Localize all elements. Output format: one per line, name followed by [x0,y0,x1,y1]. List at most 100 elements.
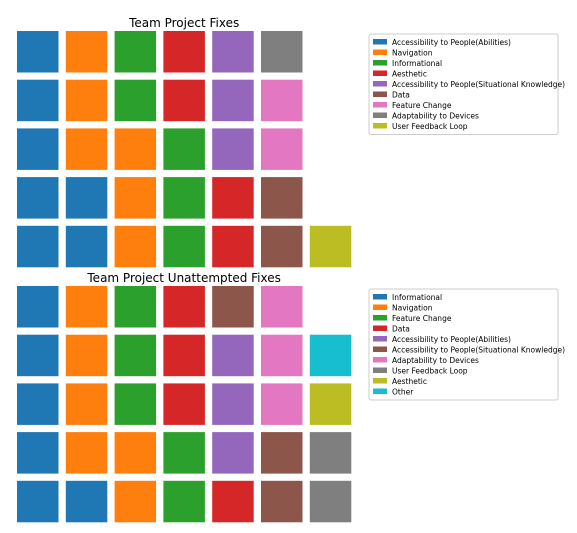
waffle-cell [17,79,59,122]
waffle-cell [114,31,157,73]
waffle-cell [261,286,303,328]
waffle-cell [65,31,108,73]
waffle-cell [261,79,303,122]
waffle-cell [114,128,157,170]
legend-label: Accessibility to People(Abilities) [392,335,511,344]
waffle-cell [261,432,303,474]
waffle-cell [17,177,59,219]
waffle-cell [65,177,108,219]
waffle-cell [114,79,157,122]
waffle-cell [114,383,157,425]
legend-frame [368,33,559,135]
waffle-chart-2: Team Project Unattempted Fixes Informatio… [17,271,565,523]
waffle-cell [212,383,254,425]
waffle-cell [65,225,108,268]
waffle-cell [17,128,59,170]
legend-swatch [373,294,387,300]
waffle-cell [163,383,205,425]
waffle-cell [17,225,59,268]
chart-title: Team Project Unattempted Fixes [86,271,281,285]
waffle-cell [114,286,157,328]
legend-swatch [373,378,387,384]
legend-label: Informational [392,59,442,68]
legend-label: Navigation [392,49,433,58]
legend-swatch [373,336,387,342]
legend-swatch [373,81,387,87]
waffle-cell [163,79,205,122]
waffle-cell [309,225,352,268]
legend-label: Other [392,388,414,397]
legend-swatch [373,39,387,45]
waffle-cell [163,286,205,328]
waffle-cell [17,432,59,474]
waffle-cell [65,480,108,523]
waffle-cell [163,334,205,377]
waffle-cell [261,383,303,425]
waffle-cell [114,177,157,219]
waffle-cell [163,225,205,268]
waffle-cell [65,383,108,425]
waffle-cell [261,480,303,523]
waffle-chart-1: Team Project Fixes Accessibility to Peopl… [17,16,565,268]
waffle-cell [114,432,157,474]
chart-title: Team Project Fixes [128,16,239,30]
waffle-cell [309,480,352,523]
legend-label: Data [392,91,410,100]
legend-swatch [373,388,387,394]
waffle-cell [309,383,352,425]
waffle-cell [114,225,157,268]
waffle-cell [212,79,254,122]
waffle-cell [114,334,157,377]
legend-swatch [373,304,387,310]
legend-swatch [373,49,387,55]
legend-swatch [373,60,387,66]
waffle-cell [261,128,303,170]
waffle-cell [261,31,303,73]
waffle-cell [261,177,303,219]
legend-swatch [373,112,387,118]
legend-swatch [373,123,387,129]
waffle-cell [212,31,254,73]
legend-swatch [373,367,387,373]
waffle-cell [212,177,254,219]
waffle-cell [17,286,59,328]
waffle-cell [261,225,303,268]
legend: Accessibility to People(Abilities) Naviga… [368,33,565,135]
waffle-cell [163,480,205,523]
waffle-cell [17,383,59,425]
legend-swatch [373,70,387,76]
legend-label: Data [392,325,410,334]
waffle-cell [163,177,205,219]
legend-label: Aesthetic [392,70,427,79]
legend-label: Feature Change [392,101,452,110]
waffle-cell [114,480,157,523]
waffle-cell [65,128,108,170]
waffle-cell [17,31,59,73]
legend-swatch [373,91,387,97]
legend-label: Adaptability to Devices [392,112,479,121]
waffle-cell [212,480,254,523]
waffle-cell [212,432,254,474]
waffle-cell [212,286,254,328]
waffle-cell [17,480,59,523]
legend-swatch [373,315,387,321]
waffle-cell [163,31,205,73]
legend-label: Navigation [392,304,433,313]
legend-swatch [373,346,387,352]
waffle-cell [309,432,352,474]
waffle-cell [17,334,59,377]
waffle-cell [309,334,352,377]
legend-swatch [373,325,387,331]
waffle-cell [163,128,205,170]
legend-label: User Feedback Loop [392,122,468,131]
legend-label: Adaptability to Devices [392,356,479,365]
waffle-cell [212,225,254,268]
waffle-cell [261,334,303,377]
waffle-cell [65,79,108,122]
waffle-cell [65,334,108,377]
waffle-cell [212,128,254,170]
legend-label: Accessibility to People(Situational Know… [392,80,565,89]
legend-label: Accessibility to People(Abilities) [392,38,511,47]
